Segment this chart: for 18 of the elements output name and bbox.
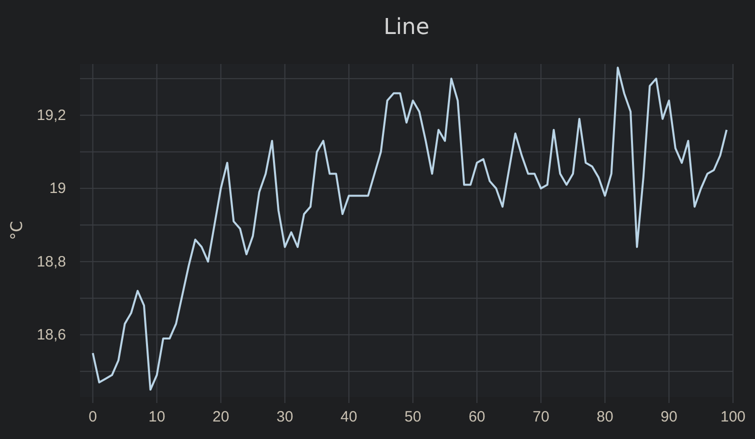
y-tick-label: 18,8	[36, 253, 66, 270]
x-tick-label: 70	[532, 408, 550, 426]
x-tick-label: 20	[212, 408, 230, 426]
x-tick-label: 30	[276, 408, 294, 426]
x-tick-label: 40	[340, 408, 358, 426]
line-series	[92, 66, 728, 391]
x-tick-label: 10	[148, 408, 166, 426]
x-tick-label: 80	[596, 408, 614, 426]
x-tick-label: 50	[404, 408, 422, 426]
x-tick-label: 60	[468, 408, 486, 426]
x-tick-label: 0	[88, 408, 97, 426]
y-tick-label: 19	[49, 180, 66, 198]
x-tick-label: 100	[720, 408, 746, 426]
chart-title: Line	[384, 15, 430, 40]
y-tick-label: 18,6	[36, 326, 66, 344]
y-axis-title: °C	[7, 220, 26, 240]
y-tick-label: 19,2	[36, 107, 66, 124]
x-tick-label: 90	[660, 408, 678, 426]
